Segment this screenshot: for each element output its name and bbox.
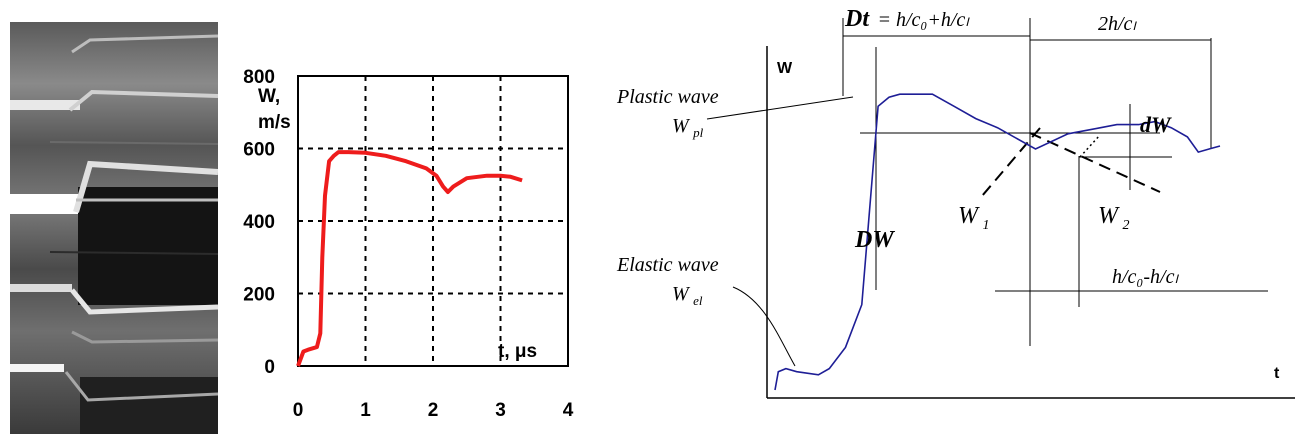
- streak-band: [10, 284, 72, 292]
- streak-line: [70, 288, 218, 315]
- extrapolation-line: [981, 127, 1041, 197]
- streak-camera-image: [10, 22, 218, 434]
- two-h-label: 2h/cₗ: [1098, 13, 1137, 35]
- elastic-wave-label: Elastic wave: [616, 254, 719, 276]
- y-tick-label: 400: [243, 212, 275, 233]
- wave-profile-schematic: W t Dt = h/c₀+h/cₗ 2h/cₗ Plastic wave W: [616, 6, 1295, 399]
- streak-dark-region: [78, 187, 218, 305]
- y-tick-label: 0: [264, 357, 275, 378]
- velocity-chart: 0 200 400 600 800 0 1 2 3 4 W, m/s t, μs: [243, 67, 573, 421]
- dotted-guide: [1079, 134, 1101, 158]
- delta-t-label: Dt = h/c₀+h/cₗ: [844, 6, 970, 32]
- streak-line: [71, 34, 218, 54]
- plastic-wave-leader: [706, 96, 854, 120]
- w-el-label: W el: [672, 283, 703, 308]
- y-axis-label-line1: W,: [258, 86, 280, 107]
- w1-label: W 1: [958, 203, 989, 233]
- x-axis: 0 1 2 3 4: [293, 400, 574, 421]
- x-axis-label: t: [1274, 365, 1280, 382]
- w-pl-label: W pl: [672, 115, 704, 140]
- dw-label: dW: [1140, 112, 1172, 137]
- y-axis-label: W: [777, 60, 793, 77]
- x-tick-label: 1: [360, 400, 371, 421]
- wave-profile-curve: [774, 93, 1221, 391]
- w2-label: W 2: [1098, 203, 1129, 233]
- plastic-wave-label: Plastic wave: [616, 86, 719, 108]
- streak-line: [73, 160, 218, 213]
- streak-line: [49, 251, 218, 255]
- elastic-wave-leader: [732, 286, 796, 367]
- x-axis-label: t, μs: [498, 341, 537, 362]
- x-tick-label: 4: [563, 400, 574, 421]
- y-tick-label: 600: [243, 140, 275, 161]
- y-axis: 0 200 400 600 800: [243, 67, 275, 378]
- streak-line: [71, 330, 218, 344]
- streak-line: [64, 371, 218, 402]
- x-tick-label: 0: [293, 400, 304, 421]
- streak-dark-region: [80, 377, 218, 434]
- grid: [298, 76, 568, 366]
- streak-band: [10, 364, 64, 372]
- x-tick-label: 2: [428, 400, 439, 421]
- series-line: [296, 150, 523, 367]
- y-tick-label: 800: [243, 67, 275, 88]
- streak-band: [10, 194, 78, 214]
- streak-line: [68, 89, 218, 112]
- time-difference-label: h/c₀-h/cₗ: [1112, 266, 1179, 288]
- streak-line: [49, 141, 218, 145]
- extrapolation-line: [1029, 132, 1161, 193]
- delta-w-label: DW: [854, 227, 895, 253]
- streak-band: [10, 100, 80, 110]
- y-axis-label-line2: m/s: [258, 112, 291, 133]
- y-tick-label: 200: [243, 285, 275, 306]
- x-tick-label: 3: [495, 400, 506, 421]
